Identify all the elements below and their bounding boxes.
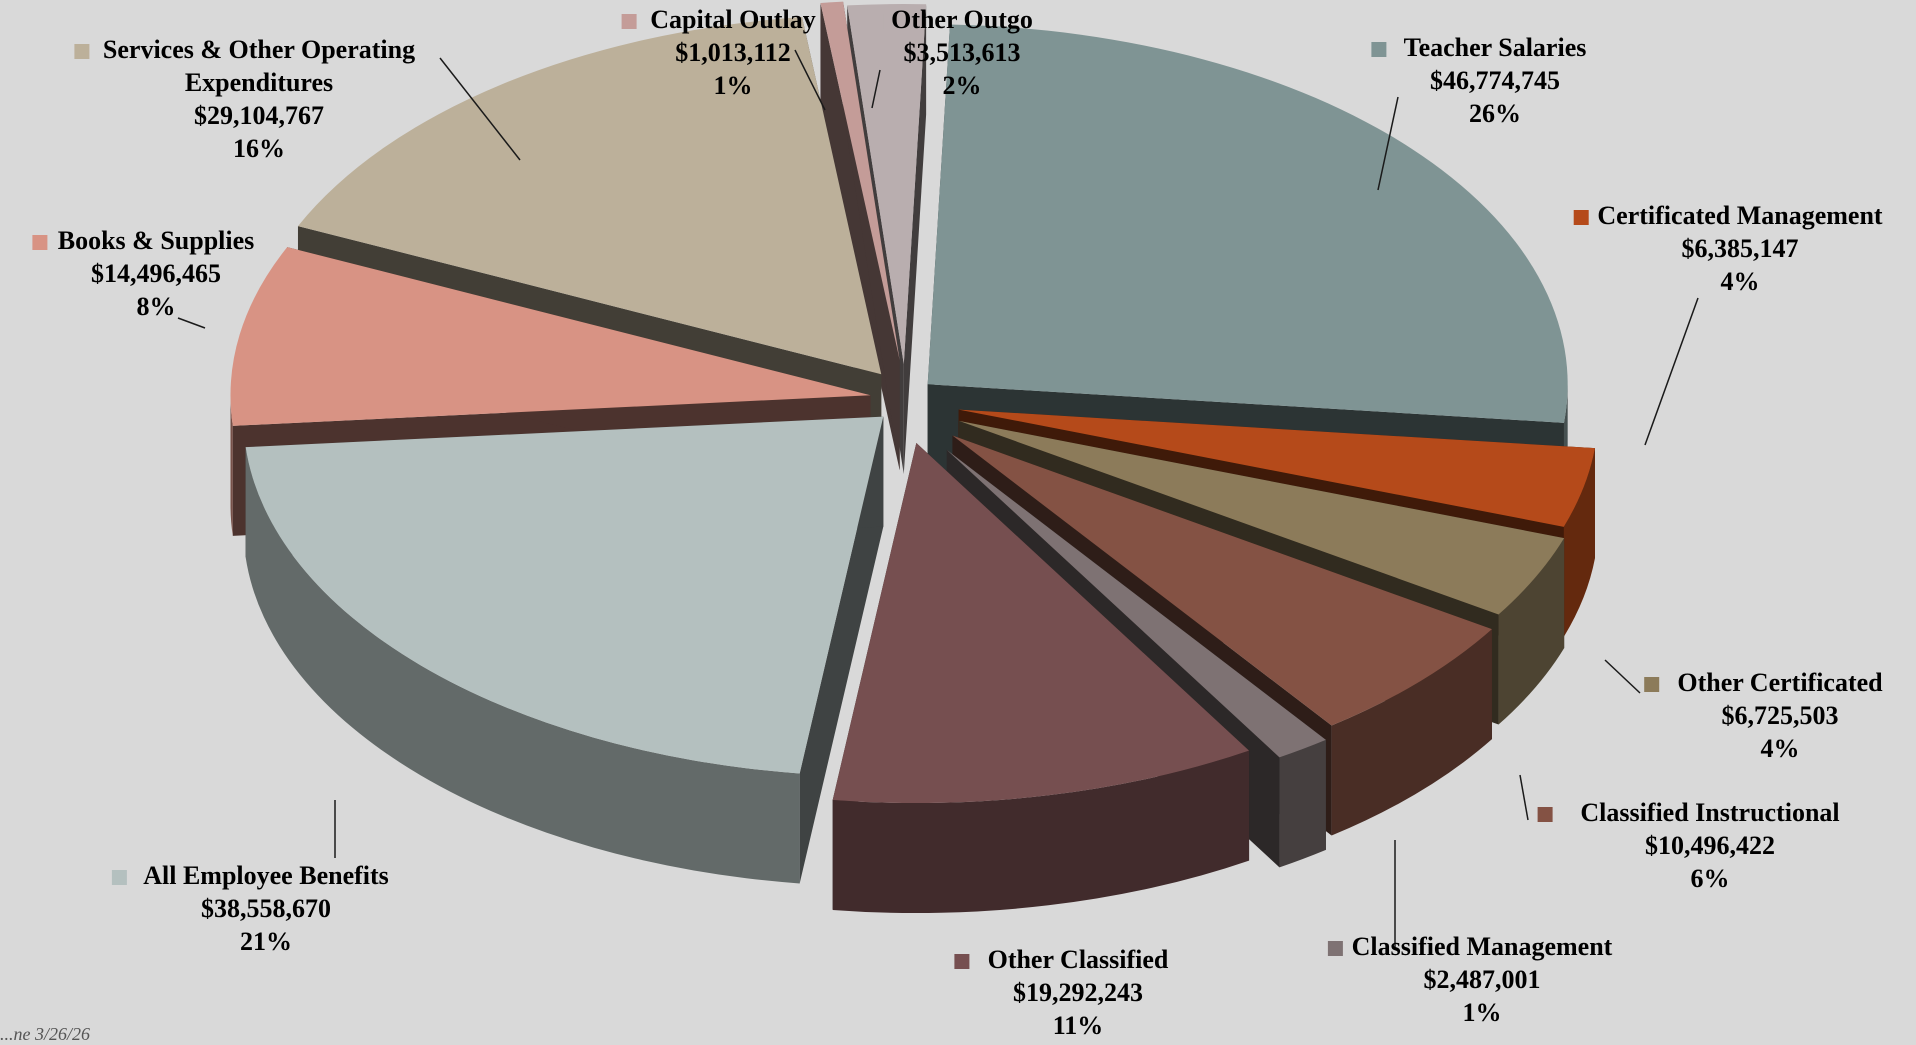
slice-top <box>245 416 884 774</box>
leader-line-other-certificated <box>1604 659 1641 694</box>
slice-top <box>297 17 882 375</box>
legend-swatch <box>1537 807 1553 822</box>
label-books-supplies: Books & Supplies $14,496,465 8% <box>32 226 254 321</box>
legend-swatch <box>1327 941 1343 956</box>
slice-value: $38,558,670 <box>201 894 331 923</box>
slice-outer-wall <box>832 750 1250 914</box>
legend-swatch <box>954 954 970 969</box>
legend-swatch <box>868 14 884 29</box>
leader-line-services-other-operating-expenditures <box>439 57 521 161</box>
slice-value: $29,104,767 <box>194 101 324 130</box>
slice-outer-wall <box>230 395 233 536</box>
slice-name: Classified Management <box>1352 932 1613 961</box>
slice-top <box>952 435 1492 726</box>
leader-line-capital-outlay <box>794 49 826 111</box>
slice-labels: Teacher Salaries $46,774,745 26% Certificat… <box>32 5 1883 1040</box>
slice-percent: 21% <box>240 927 292 956</box>
slice-percent: 16% <box>233 134 285 163</box>
slice-name: Expenditures <box>185 68 333 97</box>
slice-name: Other Outgo <box>891 5 1033 34</box>
slice-percent: 8% <box>137 292 176 321</box>
slice-value: $10,496,422 <box>1645 831 1775 860</box>
slice-outer-wall <box>245 447 800 884</box>
slice-wall <box>799 416 884 884</box>
leader-line-other-outgo <box>871 69 881 109</box>
label-other-outgo: Other Outgo $3,513,613 2% <box>868 5 1033 100</box>
legend-swatch <box>621 14 637 29</box>
leader-line-books-supplies <box>177 317 206 329</box>
slice-value: $3,513,613 <box>904 38 1021 67</box>
slice-value: $1,013,112 <box>675 38 791 67</box>
slice-percent: 1% <box>1463 998 1502 1027</box>
slice-percent: 1% <box>714 71 753 100</box>
slice-percent: 2% <box>943 71 982 100</box>
slice-outer-wall <box>1279 739 1326 868</box>
slice-wall <box>903 4 927 475</box>
legend-swatch <box>1644 677 1660 692</box>
slice-top <box>832 443 1250 804</box>
label-teacher-salaries: Teacher Salaries $46,774,745 26% <box>1371 33 1586 128</box>
slice-top <box>946 449 1326 758</box>
legend-swatch <box>1573 210 1589 225</box>
slice-percent: 6% <box>1691 864 1730 893</box>
legend-swatch <box>74 44 90 59</box>
leader-line-teacher-salaries <box>1377 96 1399 191</box>
slice-percent: 4% <box>1721 267 1760 296</box>
slice-name: Other Certificated <box>1677 668 1883 697</box>
label-certificated-management: Certificated Management $6,385,147 4% <box>1573 201 1883 296</box>
slice-outer-wall <box>1563 448 1595 637</box>
slice-name: Classified Instructional <box>1580 798 1839 827</box>
slice-top <box>820 1 900 361</box>
legend-swatch <box>32 235 48 250</box>
slice-wall <box>820 2 900 471</box>
pie-slice-all-employee-benefits <box>245 416 884 884</box>
slice-value: $19,292,243 <box>1013 978 1143 1007</box>
slice-name: Capital Outlay <box>650 5 815 34</box>
label-other-classified: Other Classified $19,292,243 11% <box>954 945 1169 1040</box>
leader-lines <box>177 49 1699 950</box>
slice-value: $46,774,745 <box>1430 66 1560 95</box>
label-all-employee-benefits: All Employee Benefits $38,558,670 21% <box>111 861 389 956</box>
legend-swatch <box>1371 42 1387 57</box>
label-capital-outlay: Capital Outlay $1,013,112 1% <box>621 5 816 100</box>
slice-name: All Employee Benefits <box>143 861 389 890</box>
slice-top <box>230 247 871 426</box>
slice-name: Teacher Salaries <box>1404 33 1587 62</box>
slice-percent: 26% <box>1469 99 1521 128</box>
slice-percent: 4% <box>1761 734 1800 763</box>
slice-percent: 11% <box>1053 1011 1104 1040</box>
footer-note: ...ne 3/26/26 <box>0 1024 90 1044</box>
slice-name: Books & Supplies <box>58 226 255 255</box>
slice-name: Other Classified <box>988 945 1169 974</box>
leader-line-certificated-management <box>1644 297 1699 446</box>
legend-swatch <box>111 870 127 885</box>
slice-value: $14,496,465 <box>91 259 221 288</box>
slice-top <box>847 4 927 365</box>
slice-outer-wall <box>1498 538 1565 725</box>
pie-slice-capital-outlay <box>820 1 900 471</box>
slice-value: $6,385,147 <box>1682 234 1799 263</box>
slice-outer-wall <box>1331 629 1492 836</box>
label-classified-instructional: Classified Instructional $10,496,422 6% <box>1537 798 1840 893</box>
pie-slice-other-classified <box>832 443 1250 914</box>
pie-slices <box>230 1 1595 914</box>
label-other-certificated: Other Certificated $6,725,503 4% <box>1644 668 1883 763</box>
slice-value: $2,487,001 <box>1424 965 1541 994</box>
label-services-other-operating-expenditures: Services & Other Operating Expenditures $2… <box>74 35 415 163</box>
slice-value: $6,725,503 <box>1722 701 1839 730</box>
label-classified-management: Classified Management $2,487,001 1% <box>1327 932 1613 1027</box>
slice-top <box>927 24 1568 423</box>
leader-line-classified-instructional <box>1519 774 1529 821</box>
slice-name: Services & Other Operating <box>103 35 415 64</box>
slice-name: Certificated Management <box>1597 201 1883 230</box>
slice-top <box>958 409 1595 527</box>
slice-top <box>959 420 1565 615</box>
